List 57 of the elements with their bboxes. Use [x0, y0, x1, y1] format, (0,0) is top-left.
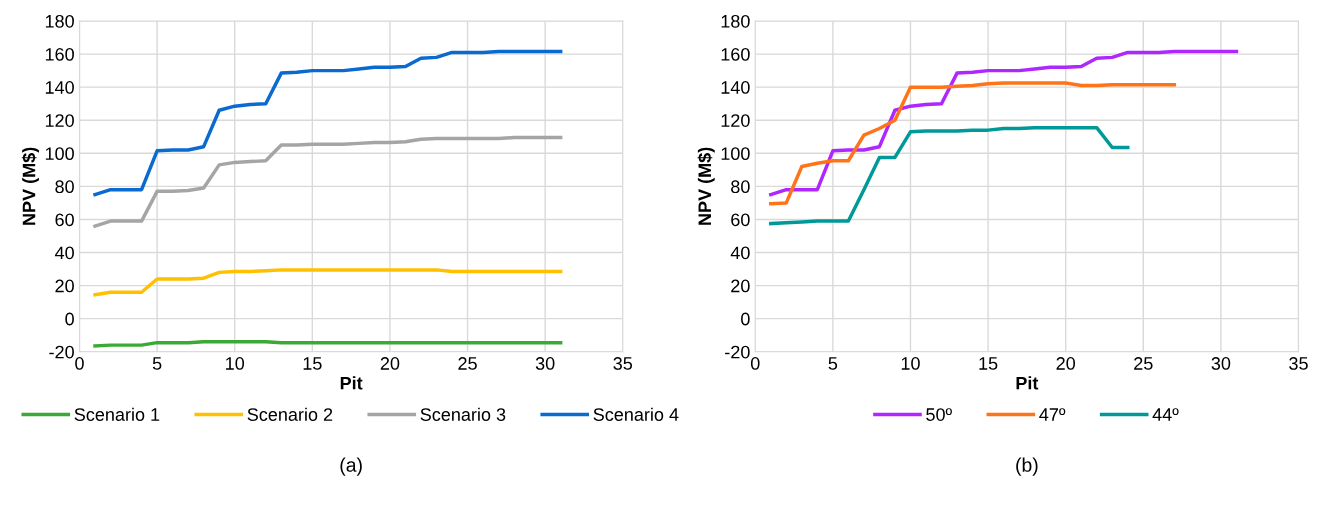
x-tick-label: 15: [979, 357, 998, 370]
x-tick-label: 0: [75, 357, 84, 370]
x-tick-label: 30: [535, 357, 555, 370]
line-series: [769, 49, 1239, 197]
x-tick-label: 10: [226, 357, 245, 370]
y-tick-label: 140: [721, 81, 750, 94]
x-tick-label: 25: [1134, 357, 1153, 370]
x-tick-label: 20: [380, 357, 400, 370]
legend-label: Scenario 3: [420, 407, 506, 421]
x-axis-title: Pit: [1016, 376, 1039, 390]
y-tick-label: 100: [721, 147, 750, 161]
x-tick-label: 30: [1211, 357, 1231, 370]
y-axis-title: NPV (M$): [21, 147, 39, 225]
line-series: [93, 135, 563, 228]
y-tick-label: 20: [731, 279, 750, 293]
y-tick-label: 180: [721, 14, 750, 28]
x-axis-title: Pit: [340, 376, 363, 390]
y-tick-label: 80: [55, 180, 74, 194]
text: (b): [1016, 457, 1038, 476]
legend-label: Scenario 2: [247, 407, 333, 421]
x-tick-label: 20: [1056, 357, 1076, 370]
x-tick-label: 35: [1289, 357, 1308, 370]
x-tick-label: 10: [901, 357, 920, 370]
line-series: [769, 125, 1130, 226]
line-series: [93, 49, 563, 197]
x-tick-label: 35: [613, 357, 633, 370]
y-tick-label: 160: [45, 48, 74, 61]
y-tick-label: 160: [721, 48, 750, 61]
x-tick-label: 25: [458, 357, 477, 370]
legend-label: 50º: [926, 408, 952, 421]
line-series: [93, 268, 563, 297]
legend-label: 47º: [1039, 408, 1066, 421]
y-tick-label: 0: [741, 312, 750, 326]
x-tick-label: 15: [303, 357, 322, 370]
text: (a): [340, 457, 362, 476]
y-tick-label: 80: [731, 180, 750, 194]
y-tick-label: 120: [721, 114, 750, 127]
y-tick-label: 180: [45, 14, 74, 28]
x-tick-label: 0: [750, 357, 760, 370]
x-tick-label: 5: [152, 357, 162, 370]
y-tick-label: 140: [45, 81, 74, 94]
y-tick-label: 0: [65, 312, 74, 326]
x-tick-label: 5: [828, 357, 838, 370]
legend-label: 44º: [1152, 408, 1179, 421]
y-tick-label: 120: [45, 114, 74, 127]
line-series: [769, 81, 1177, 206]
y-tick-label: -20: [725, 345, 750, 359]
y-tick-label: 60: [731, 213, 750, 227]
y-tick-label: 60: [55, 213, 74, 227]
y-tick-label: 20: [55, 279, 74, 293]
y-tick-label: 100: [45, 147, 74, 161]
y-tick-label: 40: [730, 246, 750, 260]
legend-label: Scenario 1: [74, 407, 160, 421]
y-tick-label: -20: [49, 345, 74, 359]
legend-label: Scenario 4: [593, 407, 679, 421]
y-tick-label: 40: [54, 246, 74, 260]
y-axis-title: NPV (M$): [697, 147, 715, 225]
